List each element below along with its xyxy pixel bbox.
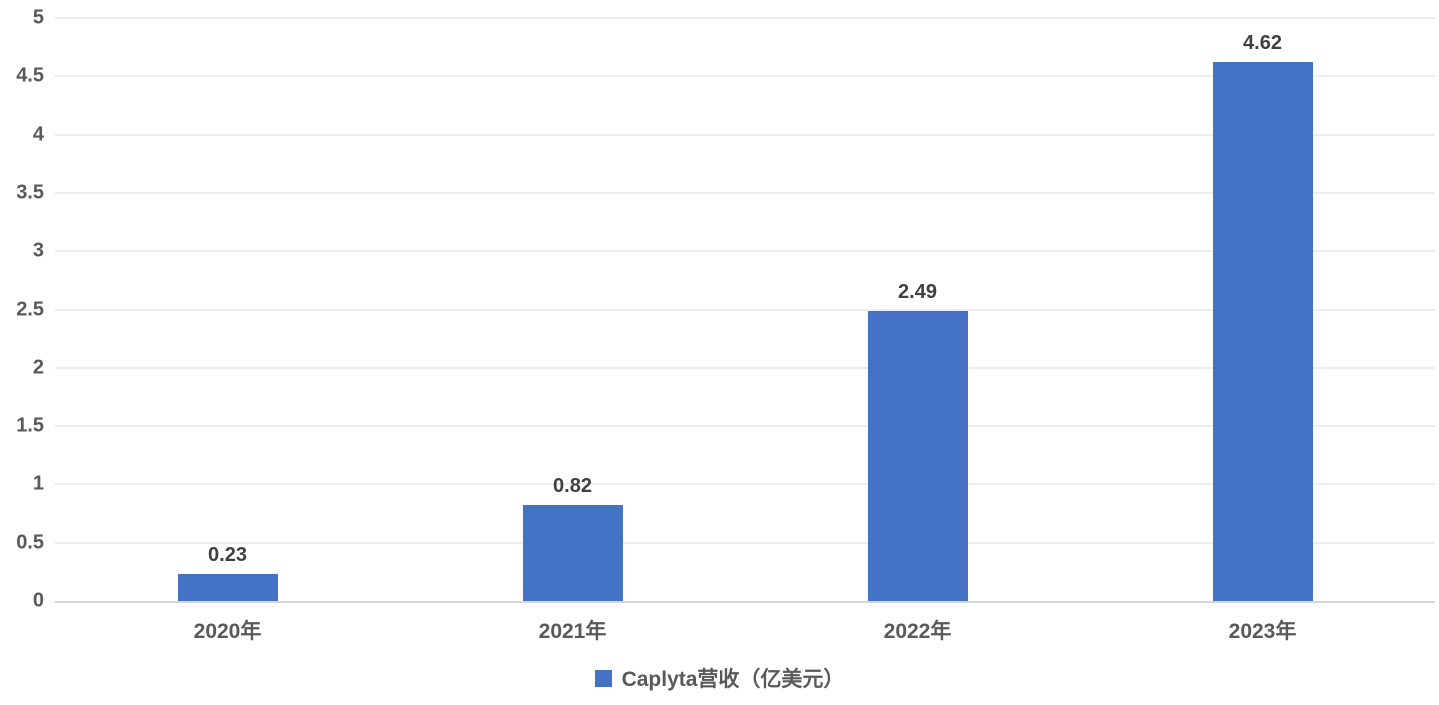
y-tick-label: 3	[32, 239, 44, 262]
y-tick-label: 5	[32, 6, 44, 29]
gridline	[55, 308, 1435, 311]
x-axis-label: 2022年	[883, 620, 952, 643]
bar	[867, 310, 968, 601]
gridline	[55, 133, 1435, 136]
y-tick-label: 1.5	[16, 414, 44, 437]
bar-group: 0.23 2020年	[55, 18, 400, 643]
bar-value-label: 4.62	[1243, 32, 1282, 55]
legend-label: Caplyta营收（亿美元）	[621, 668, 845, 691]
gridline	[55, 75, 1435, 78]
y-tick-label: 2.5	[16, 298, 44, 320]
y-tick-label: 4.5	[16, 64, 44, 87]
y-tick-label: 3.5	[16, 181, 44, 204]
x-axis-label: 2020年	[193, 620, 262, 643]
gridline	[55, 250, 1435, 253]
bar-group: 2.49 2022年	[745, 18, 1090, 643]
y-tick-label: 2	[32, 356, 44, 379]
y-axis-tick-labels: 0 0.5 1 1.5 2 2.5 3 3.5 4 4.5 5	[0, 7, 44, 612]
gridline	[55, 541, 1435, 544]
gridline	[55, 17, 1435, 19]
x-axis-label: 2023年	[1228, 620, 1297, 643]
y-tick-label: 1	[32, 472, 44, 495]
legend: Caplyta营收（亿美元）	[0, 663, 1439, 693]
bar-group: 4.62 2023年	[1090, 18, 1435, 643]
legend-square-icon	[594, 669, 612, 687]
y-tick-label: 4	[32, 123, 44, 146]
x-axis-label: 2021年	[538, 620, 607, 643]
bar	[177, 574, 278, 601]
bar-value-label: 2.49	[898, 280, 937, 303]
gridline	[55, 191, 1435, 194]
gridline	[55, 425, 1435, 428]
bar-value-label: 0.23	[208, 544, 247, 567]
bar-series: 0.23 2020年 0.82 2021年 2.49 2022年 4.62 2023年	[55, 18, 1435, 643]
gridline	[55, 483, 1435, 486]
bar-value-label: 0.82	[553, 475, 592, 498]
gridline	[55, 366, 1435, 369]
y-tick-label: 0	[32, 589, 44, 612]
plot-area: 0.23 2020年 0.82 2021年 2.49 2022年 4.62 2023年	[55, 17, 1435, 643]
y-tick-label: 0.5	[16, 531, 44, 554]
bar	[1212, 62, 1313, 601]
bar	[522, 505, 623, 601]
bar-group: 0.82 2021年	[400, 18, 745, 643]
